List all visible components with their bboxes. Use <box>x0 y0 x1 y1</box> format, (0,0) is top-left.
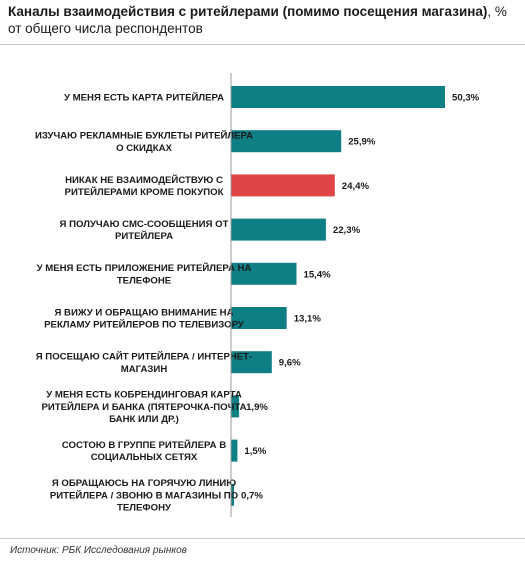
category-label-6-line-0: Я ПОСЕЩАЮ САЙТ РИТЕЙЛЕРА / ИНТЕРНЕТ- <box>36 351 252 363</box>
category-label-4-line-1: ТЕЛЕФОНЕ <box>117 275 172 286</box>
category-label-7-line-0: У МЕНЯ ЕСТЬ КОБРЕНДИНГОВАЯ КАРТА <box>46 390 242 401</box>
category-label-6-line-1: МАГАЗИН <box>121 364 168 375</box>
category-label-6: Я ПОСЕЩАЮ САЙТ РИТЕЙЛЕРА / ИНТЕРНЕТ-МАГА… <box>36 351 252 375</box>
bar-7 <box>231 395 240 418</box>
category-label-4-line-0: У МЕНЯ ЕСТЬ ПРИЛОЖЕНИЕ РИТЕЙЛЕРА НА <box>37 262 252 274</box>
category-label-9: Я ОБРАЩАЮСЬ НА ГОРЯЧУЮ ЛИНИЮ РИТЕЙЛЕРА / … <box>50 478 239 513</box>
category-label-0-line-0: У МЕНЯ ЕСТЬ КАРТА РИТЕЙЛЕРА <box>64 92 224 104</box>
source-note: Источник: РБК Исследования рынков <box>10 545 187 556</box>
value-label-7: 1,9% <box>246 402 268 413</box>
value-label-1: 25,9% <box>348 137 376 148</box>
chart-title-bold: Каналы взаимодействия с ритейлерами (пом… <box>8 4 488 19</box>
value-label-8: 1,5% <box>244 446 266 457</box>
category-label-2-line-1: РИТЕЙЛЕРАМИ КРОМЕ ПОКУПОК <box>65 186 224 198</box>
category-label-1-line-0: ИЗУЧАЮ РЕКЛАМНЫЕ БУКЛЕТЫ РИТЕЙЛЕРА <box>35 130 253 142</box>
value-label-2: 24,4% <box>342 181 370 192</box>
category-label-9-line-2: ТЕЛЕФОНУ <box>117 503 172 514</box>
category-label-3: Я ПОЛУЧАЮ СМС-СООБЩЕНИЯ ОТ РИТЕЙЛЕРА <box>60 219 229 242</box>
bar-3 <box>231 218 326 241</box>
category-label-7-line-2: БАНК ИЛИ ДР.) <box>109 414 179 425</box>
bar-9 <box>231 483 234 506</box>
bar-8 <box>231 439 238 462</box>
category-label-3-line-0: Я ПОЛУЧАЮ СМС-СООБЩЕНИЯ ОТ <box>60 219 229 230</box>
category-label-0: У МЕНЯ ЕСТЬ КАРТА РИТЕЙЛЕРА <box>64 92 224 104</box>
top-divider <box>0 44 525 45</box>
category-label-5-line-0: Я ВИЖУ И ОБРАЩАЮ ВНИМАНИЕ НА <box>54 307 233 318</box>
bar-2 <box>231 174 335 197</box>
bar-1 <box>231 130 342 153</box>
category-label-4: У МЕНЯ ЕСТЬ ПРИЛОЖЕНИЕ РИТЕЙЛЕРА НА ТЕЛЕФ… <box>37 262 252 286</box>
category-label-7: У МЕНЯ ЕСТЬ КОБРЕНДИНГОВАЯ КАРТА РИТЕЙЛЕР… <box>41 390 246 425</box>
category-label-9-line-0: Я ОБРАЩАЮСЬ НА ГОРЯЧУЮ ЛИНИЮ <box>52 478 236 489</box>
category-label-1-line-1: О СКИДКАХ <box>116 143 172 154</box>
bar-0 <box>231 86 445 108</box>
value-label-9: 0,7% <box>241 490 263 501</box>
chart-title-rest: , % от общего числа респондентов <box>8 4 507 36</box>
value-label-4: 15,4% <box>304 269 332 280</box>
bottom-divider <box>0 538 525 539</box>
chart-title: Каналы взаимодействия с ритейлерами (пом… <box>8 3 518 37</box>
value-label-3: 22,3% <box>333 225 361 236</box>
category-label-8-line-1: СОЦИАЛЬНЫХ СЕТЯХ <box>91 452 198 463</box>
category-label-2: НИКАК НЕ ВЗАИМОДЕЙСТВУЮ С РИТЕЙЛЕРАМИ КРО… <box>65 174 224 198</box>
category-label-5: Я ВИЖУ И ОБРАЩАЮ ВНИМАНИЕ НА РЕКЛАМУ РИТЕ… <box>44 307 245 330</box>
category-label-8-line-0: СОСТОЮ В ГРУППЕ РИТЕЙЛЕРА В <box>62 439 226 451</box>
category-label-3-line-1: РИТЕЙЛЕРА <box>115 230 173 242</box>
value-label-0: 50,3% <box>452 93 480 104</box>
category-label-5-line-1: РЕКЛАМУ РИТЕЙЛЕРОВ ПО ТЕЛЕВИЗОРУ <box>44 319 245 331</box>
category-label-8: СОСТОЮ В ГРУППЕ РИТЕЙЛЕРА В СОЦИАЛЬНЫХ СЕ… <box>62 439 226 463</box>
category-label-9-line-1: РИТЕЙЛЕРА / ЗВОНЮ В МАГАЗИНЫ ПО <box>50 489 239 501</box>
bar-4 <box>231 262 297 285</box>
bar-6 <box>231 351 272 374</box>
value-label-6: 9,6% <box>279 358 301 369</box>
category-label-7-line-1: РИТЕЙЛЕРА И БАНКА (ПЯТЕРОЧКА-ПОЧТА <box>41 401 246 413</box>
value-label-5: 13,1% <box>294 314 322 325</box>
category-label-1: ИЗУЧАЮ РЕКЛАМНЫЕ БУКЛЕТЫ РИТЕЙЛЕРА О СКИД… <box>35 130 253 154</box>
bar-5 <box>231 307 287 329</box>
category-label-2-line-0: НИКАК НЕ ВЗАИМОДЕЙСТВУЮ С <box>65 174 223 186</box>
